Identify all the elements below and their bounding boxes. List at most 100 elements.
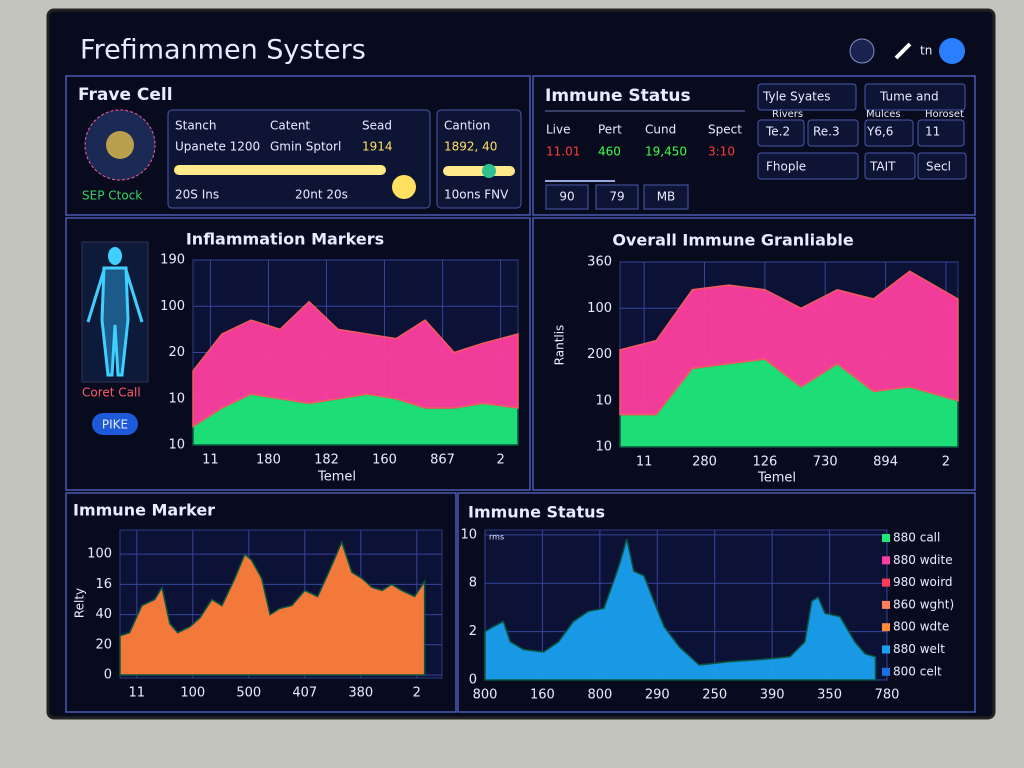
x-tick-label: 160 bbox=[530, 688, 555, 703]
legend-label: 860 wght) bbox=[893, 597, 954, 611]
input-value: 90 bbox=[559, 190, 574, 204]
y-tick-label: 100 bbox=[160, 299, 185, 314]
button-label: Horoset bbox=[925, 109, 964, 120]
panel bbox=[532, 75, 976, 216]
legend-label: 800 celt bbox=[893, 664, 942, 678]
add-button[interactable] bbox=[392, 175, 416, 199]
body-figure bbox=[86, 266, 144, 377]
button[interactable] bbox=[757, 119, 805, 147]
input-box[interactable] bbox=[595, 184, 639, 210]
x-tick-label: 894 bbox=[873, 455, 898, 470]
button[interactable] bbox=[807, 119, 859, 147]
column-header: Stanch bbox=[175, 119, 216, 133]
cell: 20nt 20s bbox=[295, 188, 348, 202]
legend-label: 880 call bbox=[893, 531, 940, 545]
y-tick-label: 0 bbox=[469, 673, 477, 688]
y-tick-label: 360 bbox=[587, 255, 612, 270]
button-label: Fhople bbox=[766, 160, 806, 174]
button[interactable] bbox=[757, 152, 859, 180]
x-tick-label: 867 bbox=[430, 453, 455, 468]
icon-text: tn bbox=[920, 44, 932, 58]
x-tick-label: 2 bbox=[496, 453, 504, 468]
y-tick-label: 2 bbox=[469, 624, 477, 639]
area bbox=[619, 270, 959, 416]
slider[interactable] bbox=[174, 165, 386, 175]
column-header: Sead bbox=[362, 119, 392, 133]
panel-title: Immune Status bbox=[545, 86, 691, 106]
body-caption: Coret Call bbox=[82, 386, 141, 400]
panel bbox=[457, 492, 976, 713]
input-box[interactable] bbox=[643, 184, 689, 210]
x-tick-label: 250 bbox=[702, 688, 727, 703]
app-title: Frefimanmen Systers bbox=[80, 35, 366, 66]
x-tick-label: 126 bbox=[752, 455, 777, 470]
slider-knob[interactable] bbox=[482, 164, 496, 178]
y-tick-label: 200 bbox=[587, 347, 612, 362]
input-box[interactable] bbox=[545, 184, 589, 210]
x-tick-label: 2 bbox=[413, 686, 421, 701]
legend-swatch bbox=[882, 645, 890, 654]
button[interactable] bbox=[917, 119, 965, 147]
x-tick-label: 390 bbox=[760, 688, 785, 703]
y-tick-label: 100 bbox=[87, 547, 112, 562]
button-label: Y6,6 bbox=[866, 125, 893, 139]
column-header: Catent bbox=[270, 119, 310, 133]
x-tick-label: 500 bbox=[236, 686, 261, 701]
side-footer: 10ons FNV bbox=[444, 188, 509, 202]
button[interactable] bbox=[864, 119, 914, 147]
chart-title: Immune Status bbox=[468, 503, 605, 522]
y-tick-label: 10 bbox=[595, 440, 612, 455]
y-axis-label: Rantlis bbox=[553, 325, 567, 366]
legend-label: 880 welt bbox=[893, 642, 945, 656]
x-tick-label: 11 bbox=[636, 455, 653, 470]
status-value: 11.01 bbox=[546, 145, 580, 159]
side-title: Cantion bbox=[444, 119, 490, 133]
y-tick-label: 16 bbox=[95, 577, 112, 592]
button[interactable] bbox=[757, 83, 857, 111]
legend-swatch bbox=[882, 578, 890, 587]
button-label: Mulces bbox=[866, 109, 901, 120]
x-tick-label: 407 bbox=[292, 686, 317, 701]
legend-label: 980 woird bbox=[893, 575, 953, 589]
x-tick-label: 290 bbox=[645, 688, 670, 703]
y-tick-label: 10 bbox=[460, 527, 477, 542]
legend-label: 880 wdite bbox=[893, 553, 953, 567]
status-value: 19,450 bbox=[645, 145, 687, 159]
info-icon[interactable] bbox=[939, 38, 965, 64]
y-tick-label: 10 bbox=[168, 438, 185, 453]
x-tick-label: 730 bbox=[813, 455, 838, 470]
body-button[interactable] bbox=[92, 413, 138, 435]
area bbox=[119, 539, 426, 676]
x-axis-label: Temel bbox=[757, 471, 796, 486]
annotation: rms bbox=[489, 533, 504, 542]
legend-swatch bbox=[882, 623, 890, 632]
cell-caption: SEP Ctock bbox=[82, 189, 142, 203]
button[interactable] bbox=[917, 152, 967, 180]
button[interactable] bbox=[864, 83, 966, 111]
status-header: Cund bbox=[645, 123, 676, 137]
settings-icon[interactable] bbox=[849, 38, 875, 64]
status-value: 460 bbox=[598, 145, 621, 159]
legend-swatch bbox=[882, 534, 890, 542]
cell: 20S Ins bbox=[175, 188, 219, 202]
edit-icon[interactable] bbox=[894, 42, 912, 60]
x-tick-label: 350 bbox=[817, 688, 842, 703]
x-tick-label: 780 bbox=[875, 688, 900, 703]
slider[interactable] bbox=[443, 166, 515, 176]
status-header: Live bbox=[546, 123, 571, 137]
panel bbox=[65, 492, 457, 713]
button[interactable] bbox=[864, 152, 916, 180]
input-value: MB bbox=[657, 190, 676, 204]
y-tick-label: 40 bbox=[95, 607, 112, 622]
x-tick-label: 800 bbox=[587, 688, 612, 703]
y-tick-label: 8 bbox=[469, 576, 477, 591]
button-label: Tume and bbox=[879, 90, 939, 104]
button-label: Tyle Syates bbox=[762, 90, 831, 104]
body-head bbox=[108, 247, 122, 265]
y-tick-label: 10 bbox=[168, 391, 185, 406]
y-axis-label: Relty bbox=[73, 588, 87, 618]
y-tick-label: 20 bbox=[95, 637, 112, 652]
legend-label: 800 wdte bbox=[893, 620, 949, 634]
x-tick-label: 11 bbox=[129, 686, 146, 701]
